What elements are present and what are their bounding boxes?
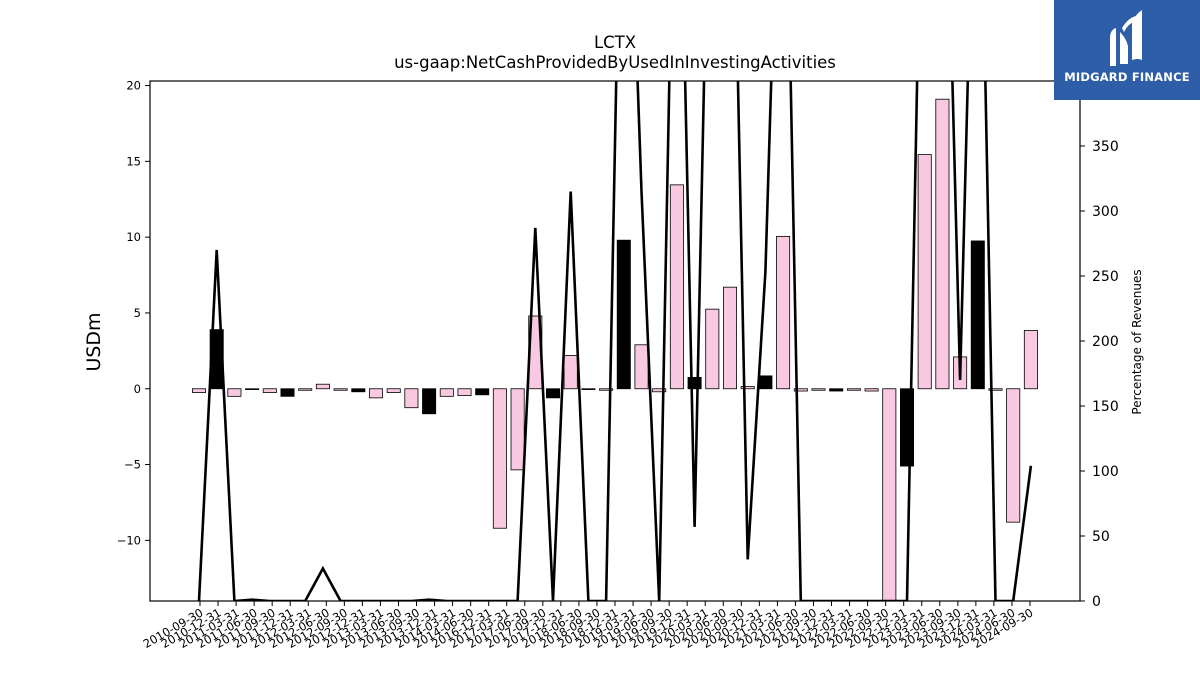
bar-2014-09-30	[475, 388, 490, 396]
bar-2019-12-31	[723, 286, 738, 390]
chart-title: LCTX	[594, 33, 636, 52]
y2-tick-label: 100	[1092, 464, 1119, 480]
y-tick-label: −10	[117, 533, 141, 547]
bar-2018-06-30	[616, 239, 631, 390]
bar-2015-06-30	[510, 388, 525, 471]
y-tick-label: 10	[126, 230, 141, 244]
bar-2021-03-31	[811, 388, 826, 391]
bar-2020-06-30	[758, 375, 773, 390]
y2-tick-label: 150	[1092, 399, 1119, 415]
bar-2018-12-31	[652, 388, 667, 393]
bar-2011-09-30	[262, 388, 277, 393]
bar-2023-09-30	[988, 388, 1003, 391]
bar-2022-03-31	[882, 388, 897, 601]
bar-2019-06-30	[687, 376, 702, 390]
bar-2022-09-30	[917, 154, 932, 390]
bar-2017-12-31	[599, 388, 614, 391]
midgard-logo-icon	[1110, 10, 1142, 66]
bar-2011-12-31	[280, 388, 295, 397]
bar-2019-03-31	[669, 184, 684, 390]
y-tick-label: 5	[134, 306, 141, 320]
bar-2021-12-31	[864, 388, 879, 392]
bar-2010-09-30	[191, 388, 206, 393]
bar-2012-03-31	[298, 388, 313, 391]
y2-tick-label: 200	[1092, 334, 1119, 350]
bar-2017-09-30	[581, 388, 596, 390]
bar-2013-03-31	[368, 388, 383, 399]
y2-tick-label: 50	[1092, 529, 1110, 545]
bar-2019-09-30	[705, 308, 720, 390]
midgard-finance-logo: MIDGARD FINANCE	[1054, 0, 1200, 100]
bar-2023-12-31	[1006, 388, 1021, 523]
bar-2021-06-30	[829, 388, 844, 392]
line-layer	[197, 81, 1033, 601]
bar-2022-12-31	[935, 98, 950, 390]
chart-subtitle: us-gaap:NetCashProvidedByUsedInInvesting…	[394, 53, 836, 72]
bar-2023-06-30	[970, 240, 985, 390]
bar-2013-12-31	[422, 388, 437, 415]
bar-2011-06-30	[245, 388, 260, 390]
y-tick-label: 20	[126, 79, 141, 93]
y-tick-label: 0	[134, 382, 141, 396]
bar-2024-03-31	[1023, 329, 1038, 390]
bar-2014-06-30	[457, 388, 472, 396]
y2-axis-label: Percentage of Revenues	[1130, 269, 1144, 414]
bar-2011-03-31	[227, 388, 242, 397]
y-tick-label: −5	[124, 458, 141, 472]
bar-2013-06-30	[386, 388, 401, 393]
logo-text: MIDGARD FINANCE	[1064, 70, 1190, 84]
bar-2012-06-30	[315, 383, 330, 390]
bar-2017-03-31	[546, 388, 561, 399]
bar-2020-12-31	[793, 388, 808, 392]
bar-2018-09-30	[634, 344, 649, 390]
bar-2021-09-30	[846, 388, 861, 391]
y2-tick-label: 350	[1092, 139, 1119, 155]
bar-2014-03-31	[439, 388, 454, 397]
bar-2020-09-30	[776, 235, 791, 390]
bars-layer	[191, 98, 1038, 601]
bar-2012-09-30	[333, 388, 348, 391]
y2-tick-label: 250	[1092, 269, 1119, 285]
y2-tick-label: 300	[1092, 204, 1119, 220]
bar-2012-12-31	[351, 388, 366, 393]
percentage-of-revenues-line	[197, 81, 1033, 601]
bar-2017-06-30	[563, 355, 578, 390]
bar-2013-09-30	[404, 388, 419, 409]
bar-2020-03-31	[740, 386, 755, 390]
y-tick-label: 15	[126, 154, 141, 168]
y2-tick-label: 0	[1092, 594, 1101, 610]
y-axis-label: USDm	[83, 312, 105, 371]
bar-2015-03-31	[492, 388, 507, 529]
